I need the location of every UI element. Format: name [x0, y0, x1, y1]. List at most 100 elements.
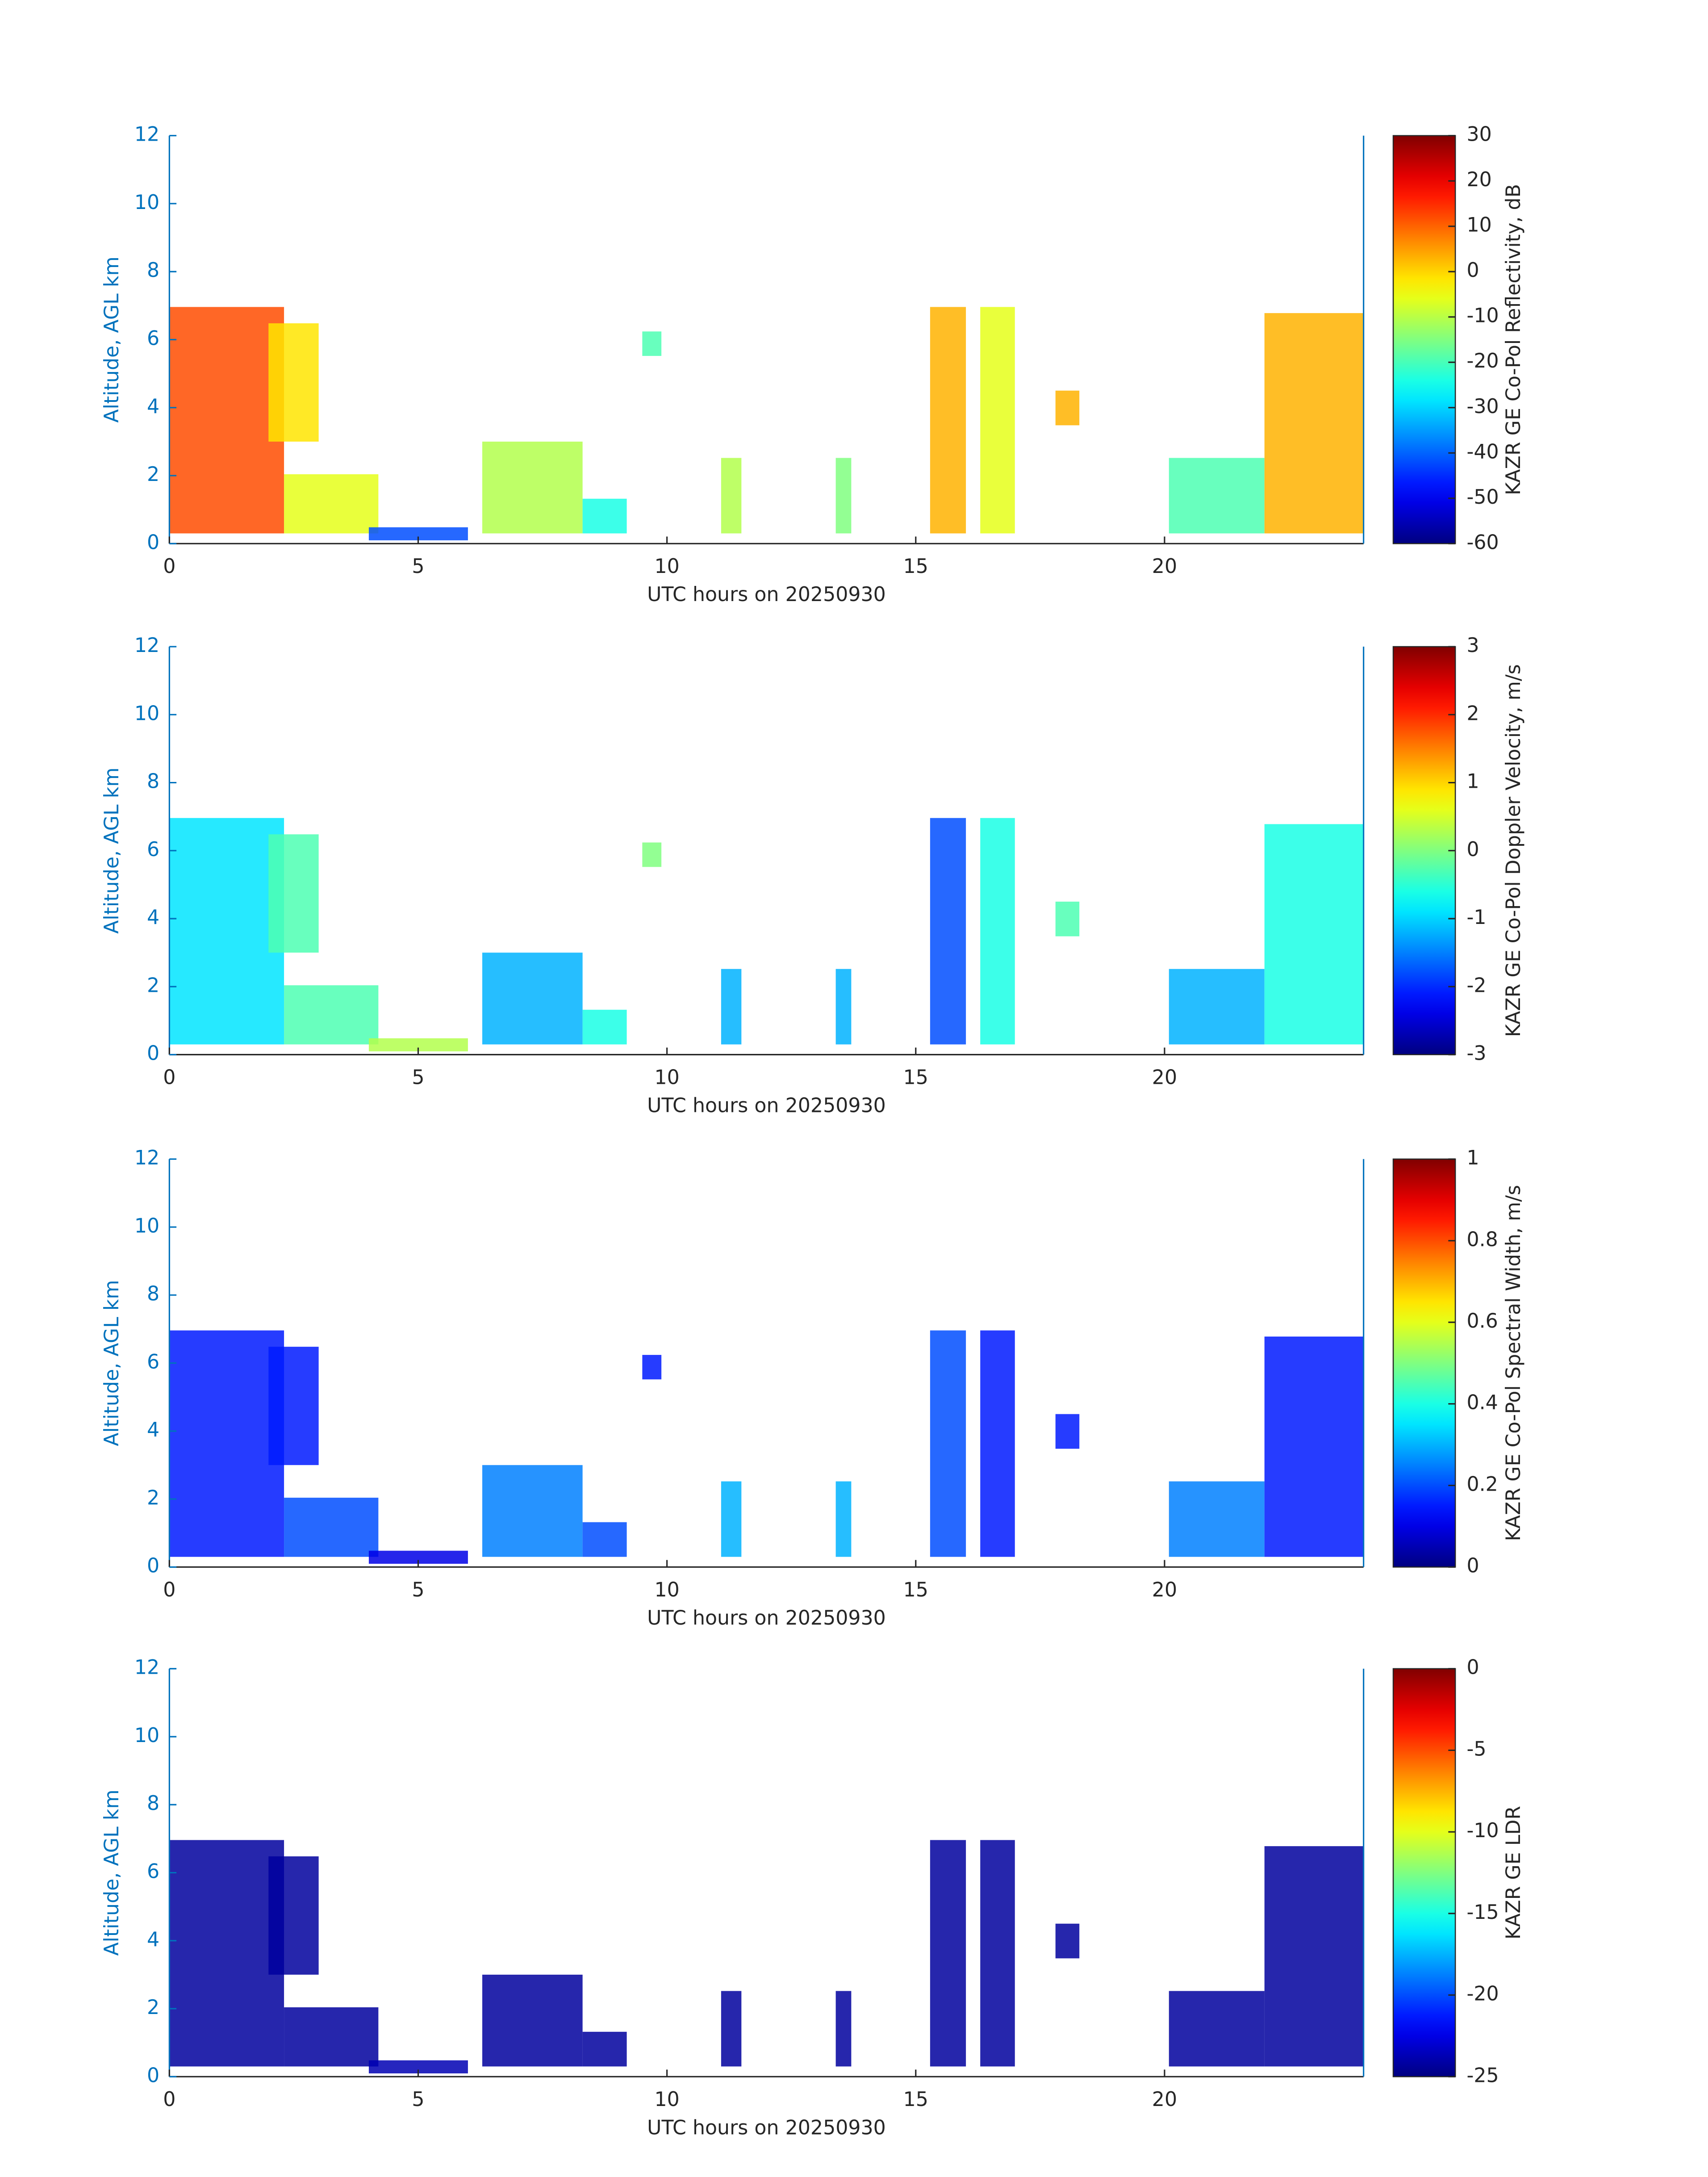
x-tick-label: 0: [163, 555, 175, 578]
colorbar-tick-label: 0.6: [1466, 1310, 1498, 1333]
radar-echo: [930, 818, 966, 1045]
radar-echo: [582, 1010, 627, 1045]
colorbar-tick-label: -30: [1466, 395, 1499, 418]
radar-echo: [835, 458, 852, 534]
radar-echo: [930, 1840, 966, 2067]
radar-echo: [268, 834, 319, 953]
y-tick-label: 4: [147, 906, 159, 929]
radar-echo: [980, 307, 1015, 534]
radar-echo: [835, 1481, 852, 1557]
radar-echo: [642, 842, 662, 867]
colorbar-tick-label: -15: [1466, 1901, 1499, 1924]
colorbar-label: KAZR GE Co-Pol Doppler Velocity, m/s: [1502, 664, 1525, 1037]
radar-echo: [980, 818, 1015, 1045]
radar-echo: [1264, 1846, 1364, 2067]
y-tick-label: 6: [147, 1860, 159, 1883]
y-tick-label: 8: [147, 1792, 159, 1815]
y-tick-label: 12: [134, 123, 159, 146]
x-axis-label: UTC hours on 20250930: [647, 1607, 886, 1630]
x-tick-label: 5: [412, 2088, 424, 2111]
y-axis-label: Altitude, AGL km: [100, 1280, 123, 1446]
x-tick-label: 20: [1152, 1066, 1177, 1089]
x-tick-label: 15: [903, 2088, 928, 2111]
y-tick-label: 2: [147, 1996, 159, 2019]
x-tick-label: 0: [163, 1066, 175, 1089]
colorbar: [1392, 646, 1456, 1055]
y-tick-label: 0: [147, 1042, 159, 1065]
radar-echo: [268, 1856, 319, 1975]
radar-echo: [1055, 902, 1080, 936]
radar-echo: [930, 1330, 966, 1557]
radar-echo: [284, 985, 379, 1045]
radar-echo: [721, 969, 742, 1045]
x-axis-label: UTC hours on 20250930: [647, 1095, 886, 1117]
y-tick-label: 10: [134, 191, 159, 214]
radar-echo: [642, 331, 662, 356]
y-tick-label: 10: [134, 702, 159, 725]
colorbar-tick-label: -2: [1466, 974, 1486, 997]
radar-echo: [482, 1465, 583, 1557]
colorbar-tick-label: 2: [1466, 702, 1479, 725]
radar-echo: [835, 969, 852, 1045]
colorbar-tick-label: 10: [1466, 214, 1491, 237]
radar-echo: [1169, 1481, 1265, 1557]
colorbar-tick-label: -50: [1466, 486, 1499, 509]
x-tick-label: 5: [412, 555, 424, 578]
y-tick-label: 10: [134, 1724, 159, 1747]
y-tick-label: 12: [134, 1656, 159, 1679]
y-tick-label: 4: [147, 1928, 159, 1951]
colorbar-tick-label: 0: [1466, 259, 1479, 282]
radar-echo: [721, 1481, 742, 1557]
colorbar-tick-label: 30: [1466, 123, 1491, 146]
radar-echo: [1055, 1414, 1080, 1449]
y-tick-label: 2: [147, 463, 159, 486]
y-tick-label: 0: [147, 531, 159, 554]
x-axis-label: UTC hours on 20250930: [647, 583, 886, 606]
y-axis-label: Altitude, AGL km: [100, 768, 123, 934]
radar-echo: [482, 441, 583, 534]
colorbar-tick-label: -60: [1466, 531, 1499, 554]
y-tick-label: 0: [147, 2064, 159, 2087]
radar-echo: [169, 307, 284, 534]
radar-echo: [1264, 1336, 1364, 1557]
radar-echo: [268, 1346, 319, 1465]
colorbar-tick-label: 0.2: [1466, 1473, 1498, 1496]
y-axis-label: Altitude, AGL km: [100, 256, 123, 422]
colorbar: [1392, 135, 1456, 544]
colorbar-label: KAZR GE LDR: [1502, 1806, 1525, 1939]
x-tick-label: 10: [654, 555, 679, 578]
y-tick-label: 0: [147, 1554, 159, 1577]
y-axis-label: Altitude, AGL km: [100, 1789, 123, 1956]
radar-echo: [980, 1840, 1015, 2067]
colorbar-tick-label: 1: [1466, 1147, 1479, 1170]
colorbar-tick-label: -20: [1466, 1983, 1499, 2006]
y-tick-label: 8: [147, 1283, 159, 1305]
radar-echo: [1169, 458, 1265, 534]
x-tick-label: 0: [163, 1579, 175, 1601]
radar-echo: [169, 818, 284, 1045]
radar-echo: [1264, 824, 1364, 1045]
x-tick-label: 5: [412, 1066, 424, 1089]
radar-echo: [582, 1522, 627, 1557]
radar-echo: [582, 2031, 627, 2067]
x-tick-label: 20: [1152, 1579, 1177, 1601]
x-axis-label: UTC hours on 20250930: [647, 2116, 886, 2139]
radar-echo: [284, 1497, 379, 1557]
y-tick-label: 10: [134, 1215, 159, 1237]
radar-echo: [482, 953, 583, 1045]
colorbar-tick-label: -25: [1466, 2064, 1499, 2087]
radar-echo: [482, 1974, 583, 2067]
x-tick-label: 10: [654, 1066, 679, 1089]
colorbar-tick-label: -10: [1466, 305, 1499, 327]
colorbar-label: KAZR GE Co-Pol Spectral Width, m/s: [1502, 1185, 1525, 1541]
x-tick-label: 10: [654, 1579, 679, 1601]
colorbar-tick-label: 0: [1466, 838, 1479, 861]
y-tick-label: 4: [147, 395, 159, 418]
colorbar-tick-label: -3: [1466, 1042, 1486, 1065]
colorbar-label: KAZR GE Co-Pol Reflectivity, dB: [1502, 184, 1525, 495]
radar-echo: [835, 1991, 852, 2067]
x-tick-label: 5: [412, 1579, 424, 1601]
radar-echo: [1055, 390, 1080, 426]
radar-echo: [582, 498, 627, 534]
x-tick-label: 15: [903, 1579, 928, 1601]
